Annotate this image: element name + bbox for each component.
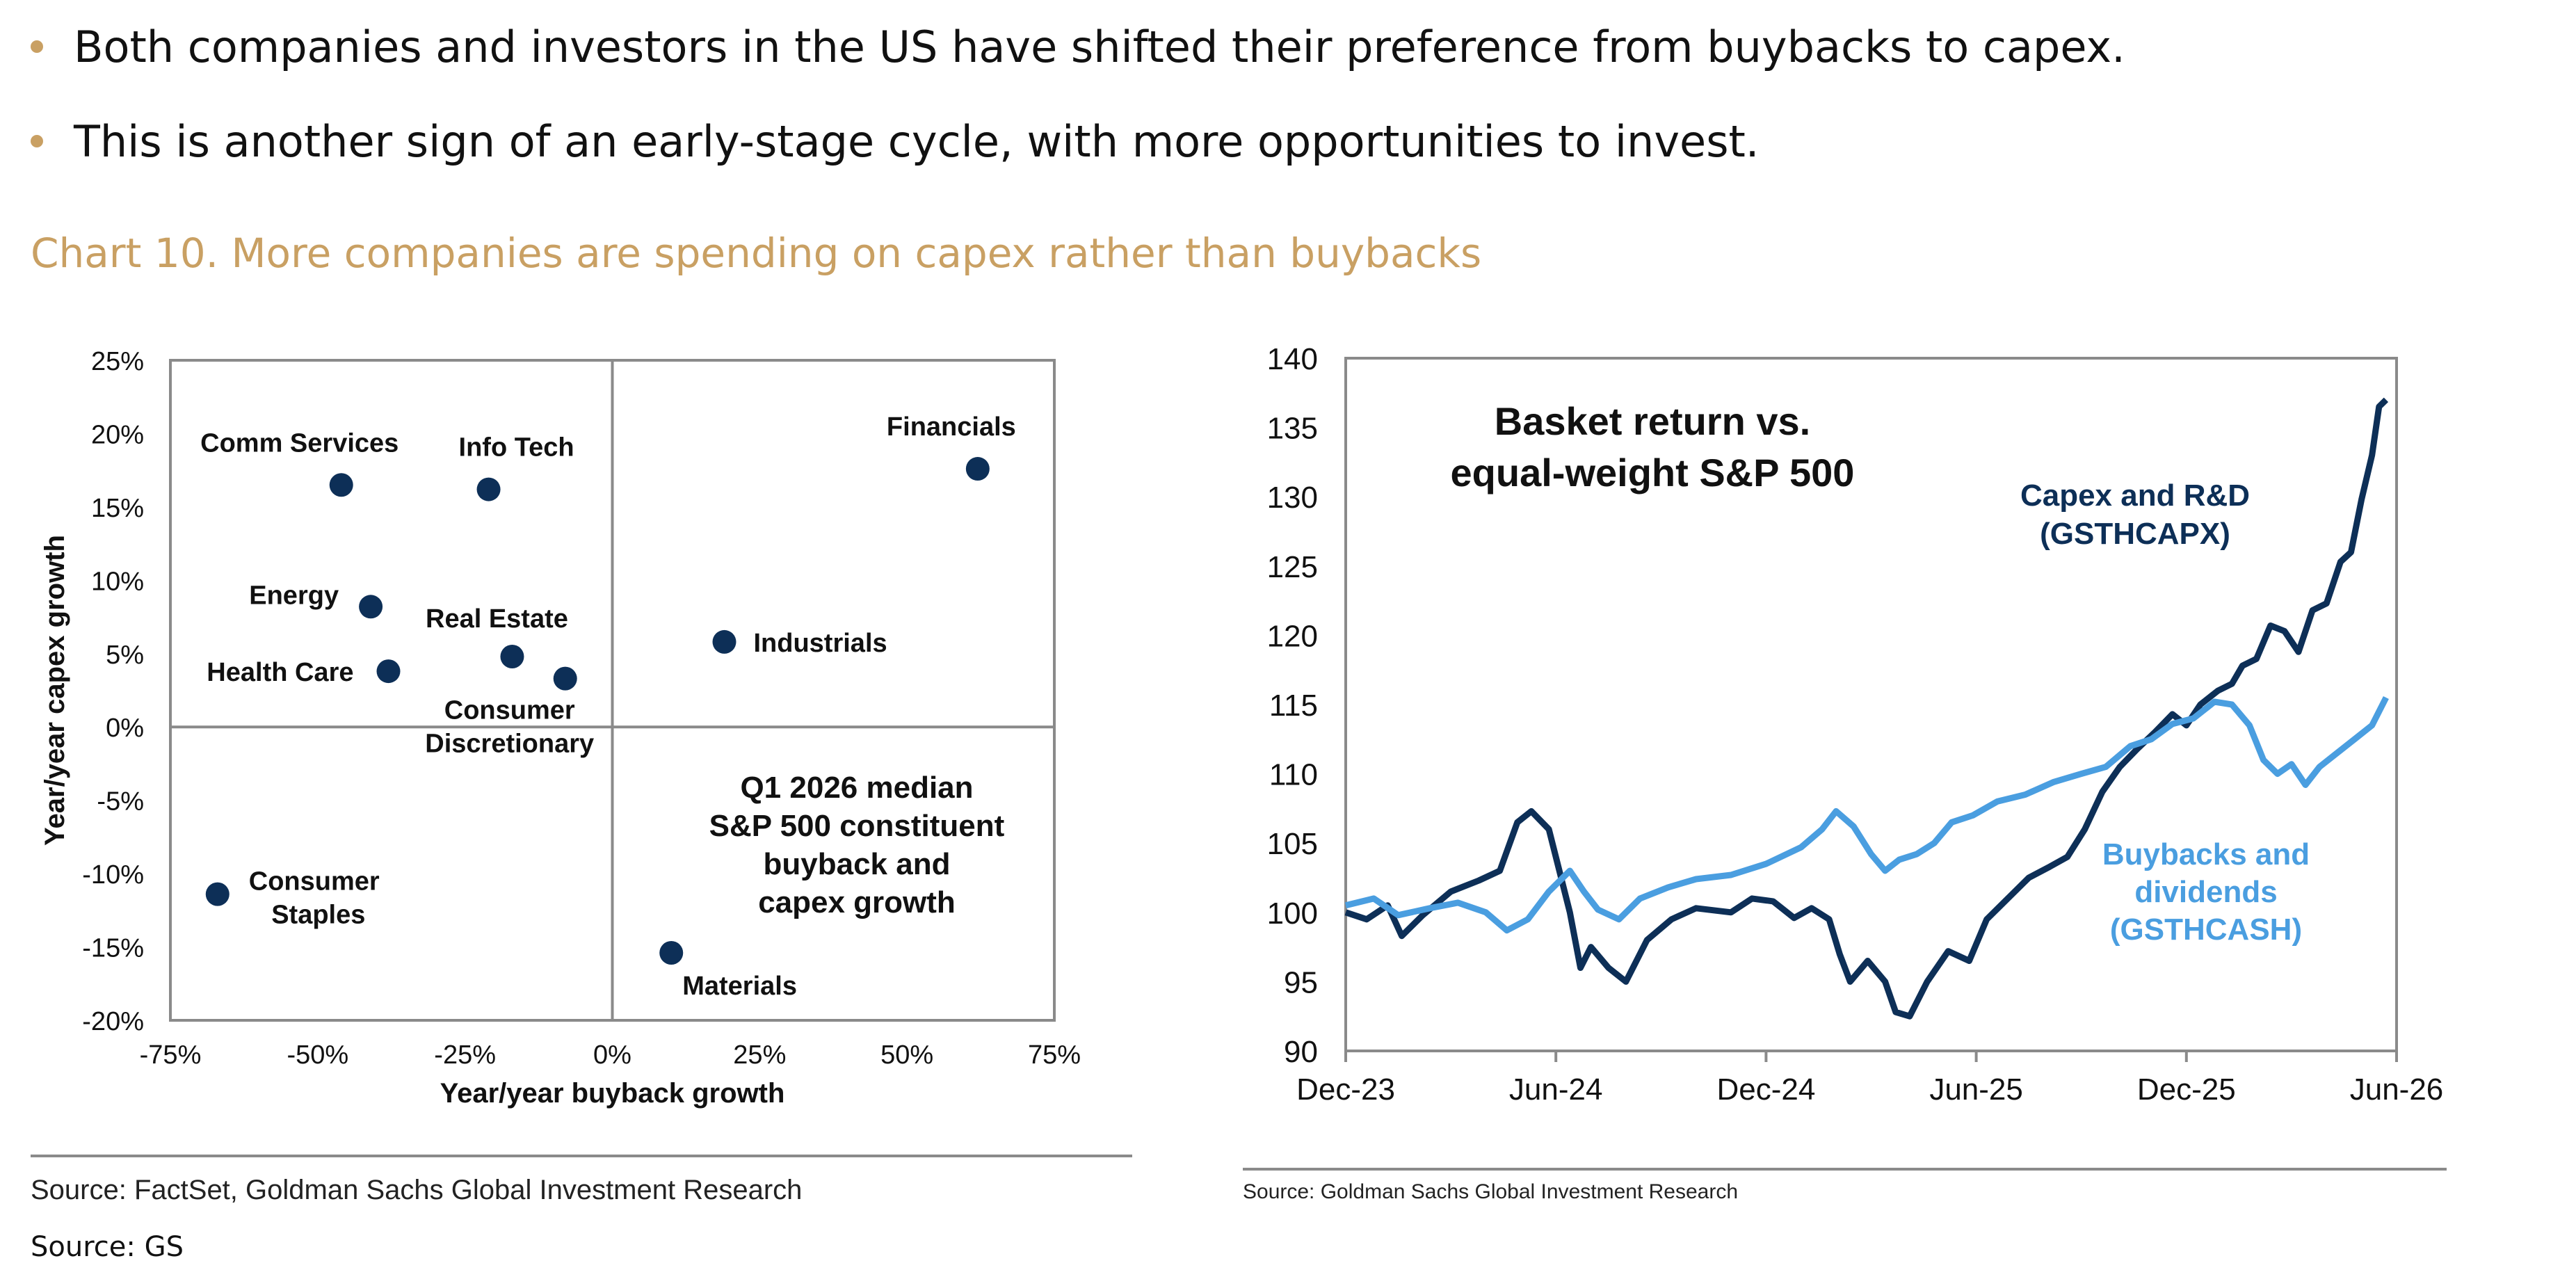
- scatter-x-tick-label: -50%: [287, 1040, 348, 1070]
- line-x-tick-label: Dec-24: [1716, 1072, 1815, 1107]
- line-x-tick-label: Dec-25: [2137, 1072, 2236, 1107]
- scatter-annotation-line: S&P 500 constituent: [709, 809, 1005, 843]
- bullet-text: Both companies and investors in the US h…: [74, 22, 2125, 72]
- scatter-point: [329, 473, 353, 497]
- chart-title: Chart 10. More companies are spending on…: [31, 230, 1482, 277]
- scatter-point: [359, 595, 383, 619]
- line-y-tick-label: 125: [1267, 550, 1318, 584]
- scatter-x-axis-label: Year/year buyback growth: [440, 1078, 785, 1109]
- line-y-tick-label: 105: [1267, 827, 1318, 861]
- scatter-point: [500, 644, 524, 668]
- scatter-y-tick-label: 20%: [91, 420, 144, 449]
- line-y-tick-label: 100: [1267, 897, 1318, 931]
- footer-source: Source: GS: [31, 1231, 184, 1263]
- scatter-x-tick-label: -75%: [140, 1040, 202, 1070]
- line-x-tick-label: Jun-26: [2350, 1072, 2444, 1107]
- bullet-text: This is another sign of an early-stage c…: [74, 116, 1760, 167]
- scatter-point: [712, 629, 736, 654]
- scatter-annotation-line: buyback and: [764, 847, 951, 881]
- scatter-point: [965, 457, 990, 481]
- scatter-x-tick-label: 25%: [733, 1040, 786, 1070]
- scatter-point-label: Materials: [682, 972, 797, 1001]
- capex-series-label: (GSTHCAPX): [2040, 517, 2230, 551]
- scatter-point-label: Consumer: [249, 867, 380, 897]
- scatter-y-tick-label: 10%: [91, 567, 144, 596]
- scatter-point-label: Energy: [249, 581, 339, 610]
- line-x-tick-label: Dec-23: [1296, 1072, 1395, 1107]
- bullet-item: Both companies and investors in the US h…: [31, 15, 2395, 79]
- scatter-y-tick-label: -5%: [97, 787, 144, 817]
- capex-series-label: Capex and R&D: [2020, 479, 2250, 513]
- line-y-tick-label: 120: [1267, 619, 1318, 653]
- scatter-point-label: Info Tech: [459, 433, 574, 463]
- line-source: Source: Goldman Sachs Global Investment …: [1243, 1180, 1738, 1203]
- line-y-tick-label: 130: [1267, 481, 1318, 515]
- buybacks-series-line: [1344, 696, 2389, 934]
- scatter-y-tick-label: -15%: [82, 934, 144, 963]
- scatter-source: Source: FactSet, Goldman Sachs Global In…: [31, 1175, 802, 1205]
- scatter-y-tick-label: 5%: [106, 641, 144, 670]
- scatter-y-tick-label: 0%: [106, 714, 144, 743]
- line-y-tick-label: 110: [1269, 758, 1318, 792]
- scatter-point: [476, 477, 501, 501]
- line-y-tick-label: 140: [1267, 342, 1318, 376]
- scatter-y-tick-label: -10%: [82, 860, 144, 890]
- scatter-point-label: Real Estate: [426, 604, 568, 634]
- line-y-tick-label: 95: [1284, 965, 1318, 999]
- scatter-x-tick-label: -25%: [434, 1040, 496, 1070]
- capex-series-line: [1344, 397, 2389, 1020]
- line-y-tick-label: 90: [1284, 1035, 1318, 1069]
- line-y-tick-label: 135: [1267, 412, 1318, 446]
- scatter-annotation-line: Q1 2026 median: [740, 771, 973, 805]
- scatter-point-label: Industrials: [753, 629, 887, 658]
- scatter-annotation-line: capex growth: [758, 885, 956, 919]
- scatter-point: [553, 666, 577, 691]
- line-x-tick-label: Jun-25: [1929, 1072, 2023, 1107]
- bullet-dot-icon: [31, 135, 43, 147]
- scatter-point-label: Financials: [887, 412, 1016, 442]
- scatter-y-tick-label: 25%: [91, 347, 144, 376]
- scatter-point-label: Staples: [271, 901, 365, 930]
- scatter-point: [205, 882, 230, 906]
- line-chart-title: Basket return vs.: [1495, 399, 1810, 443]
- scatter-y-axis-label: Year/year capex growth: [40, 535, 70, 846]
- scatter-x-tick-label: 75%: [1028, 1040, 1081, 1070]
- scatter-point: [659, 940, 684, 965]
- buybacks-series-label: Buybacks and: [2102, 837, 2310, 871]
- line-chart-title: equal-weight S&P 500: [1451, 451, 1855, 495]
- line-plot-frame: [1344, 357, 2398, 1052]
- bullet-dot-icon: [31, 40, 43, 53]
- scatter-point-label: Consumer: [444, 696, 575, 725]
- buybacks-series-label: (GSTHCASH): [2110, 913, 2302, 947]
- bullet-item: This is another sign of an early-stage c…: [31, 110, 2395, 174]
- bullet-list: Both companies and investors in the US h…: [31, 15, 2395, 204]
- scatter-x-tick-label: 50%: [880, 1040, 933, 1070]
- scatter-point-label: Comm Services: [200, 428, 399, 458]
- scatter-point: [376, 659, 401, 684]
- line-y-tick-label: 115: [1269, 689, 1318, 723]
- scatter-y-tick-label: -20%: [82, 1007, 144, 1036]
- scatter-point-label: Discretionary: [425, 730, 594, 759]
- scatter-x-tick-label: 0%: [593, 1040, 631, 1070]
- line-x-tick-label: Jun-24: [1509, 1072, 1603, 1107]
- scatter-point-label: Health Care: [207, 658, 353, 687]
- scatter-y-tick-label: 15%: [91, 494, 144, 523]
- buybacks-series-label: dividends: [2134, 875, 2277, 909]
